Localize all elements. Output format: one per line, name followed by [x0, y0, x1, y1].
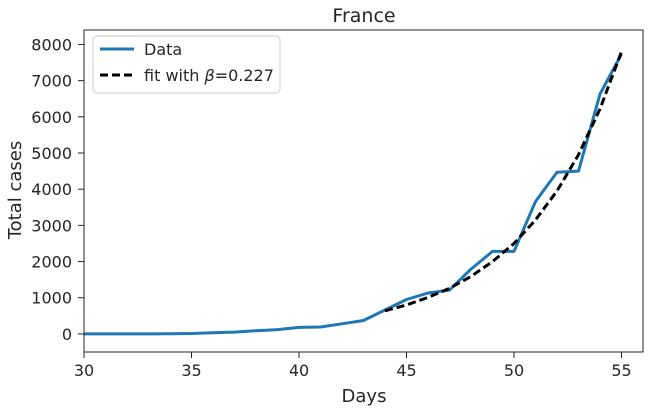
ticks: 30 35 40 45 50 55 0 1000 2000 3000 4000 5000 6000 700…	[31, 35, 631, 380]
y-tick-label: 4000	[31, 180, 72, 199]
legend-fit-prefix: fit with	[144, 66, 204, 85]
y-tick-label: 3000	[31, 216, 72, 235]
y-tick-label: 7000	[31, 72, 72, 91]
data-series-line	[84, 53, 623, 336]
y-tick-label: 5000	[31, 144, 72, 163]
chart-title: France	[332, 5, 395, 27]
x-tick-label: 35	[181, 361, 201, 380]
legend-box	[92, 35, 281, 94]
y-tick-label: 0	[62, 325, 72, 344]
legend-fit-suffix: =0.227	[215, 66, 274, 85]
y-tick-label: 2000	[31, 253, 72, 272]
series-layer	[84, 51, 623, 336]
legend-fit-greek: β	[203, 66, 214, 85]
x-axis-label: Days	[342, 386, 387, 407]
y-axis-label: Total cases	[5, 141, 26, 241]
y-tick-label: 1000	[31, 289, 72, 308]
legend-data-label: Data	[144, 40, 182, 59]
legend-fit-label: fit with β=0.227	[144, 66, 274, 85]
plot-frame	[83, 29, 644, 353]
y-tick-label: 8000	[31, 35, 72, 54]
x-tick-label: 55	[611, 361, 631, 380]
y-tick-label: 6000	[31, 108, 72, 127]
x-tick-label: 30	[74, 361, 94, 380]
legend: Data fit with β=0.227	[92, 35, 281, 94]
x-tick-label: 40	[289, 361, 309, 380]
x-tick-label: 45	[396, 361, 416, 380]
x-tick-label: 50	[504, 361, 524, 380]
fit-series-line	[384, 51, 623, 313]
